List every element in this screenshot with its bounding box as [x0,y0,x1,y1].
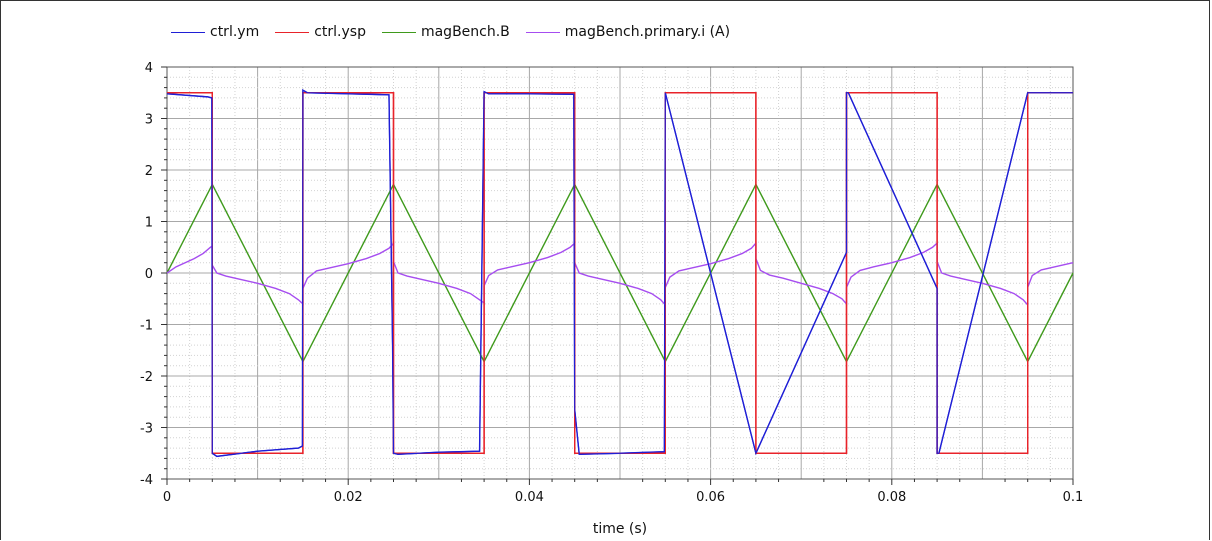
y-tick-label: 0 [145,267,153,282]
x-tick-label: 0.1 [1063,490,1084,505]
y-axis: 4 3 2 1 0 -1 -2 -3 -4 [140,61,167,488]
legend-swatch [381,31,416,33]
legend-label: magBench.B [420,24,510,40]
x-tick-label: 0.02 [334,490,363,505]
legend-label: ctrl.ym [210,24,260,40]
y-tick-label: 2 [145,164,153,179]
legend-item-1[interactable]: ctrl.ysp [275,24,366,40]
legend-item-3[interactable]: magBench.primary.i (A) [525,24,731,40]
y-tick-label: -4 [140,473,153,488]
y-tick-label: 4 [145,61,153,76]
y-tick-label: 3 [145,113,153,128]
legend-item-2[interactable]: magBench.B [381,24,510,40]
x-tick-label: 0.08 [877,490,906,505]
legend: ctrl.ym ctrl.ysp magBench.B magBench.primar… [171,21,746,43]
series-layer [166,88,1074,458]
x-tick-label: 0.04 [515,490,544,505]
series-line-overlay-0 [166,89,1073,457]
y-tick-label: -3 [140,422,153,437]
legend-label: ctrl.ysp [314,24,366,40]
x-tick-label: 0.06 [696,490,725,505]
x-tick-label: 0 [163,490,171,505]
legend-item-0[interactable]: ctrl.ym [171,24,259,40]
legend-label: magBench.primary.i (A) [564,24,731,40]
x-axis-title: time (s) [593,521,647,537]
series-line-2 [166,182,1074,364]
legend-swatch [275,31,310,33]
legend-swatch [525,31,560,33]
x-axis: 0 0.02 0.04 0.06 0.08 0.1 [163,479,1083,505]
y-tick-label: -1 [140,319,153,334]
y-tick-label: 1 [145,216,153,231]
y-tick-label: -2 [140,370,153,385]
legend-swatch [171,31,205,33]
